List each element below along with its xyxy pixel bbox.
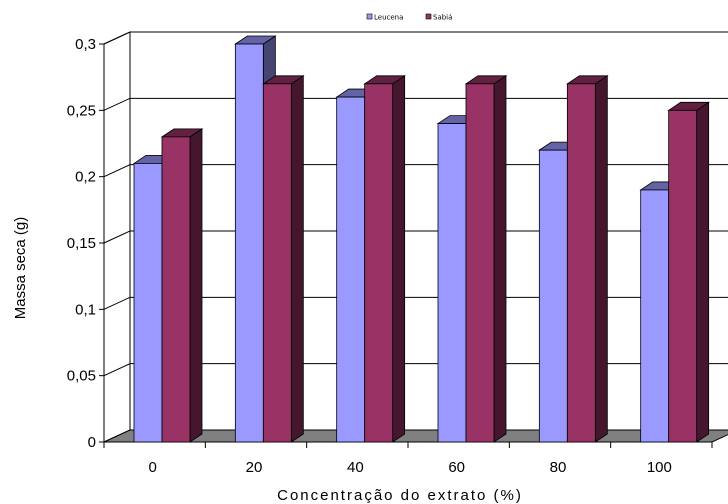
x-tick-label: 80 <box>550 459 567 476</box>
legend-swatch-leucena <box>366 13 373 20</box>
bar-sabi-60 <box>464 75 508 443</box>
legend-swatch-sabia <box>425 13 432 20</box>
x-tick-label: 0 <box>148 459 156 476</box>
y-tick-label: 0,1 <box>75 301 96 318</box>
bar-sabi-80 <box>566 75 609 443</box>
bar-sabi-100 <box>667 101 710 443</box>
y-tick-label: 0,05 <box>67 368 96 385</box>
bar-sabi-0 <box>160 128 204 443</box>
x-tick-label: 40 <box>347 459 364 476</box>
x-axis-title: Concentração do extrato (%) <box>277 487 523 504</box>
gridline <box>103 164 728 178</box>
x-tick-label: 20 <box>246 459 263 476</box>
bar-sabi-40 <box>363 75 406 443</box>
y-tick-label: 0,25 <box>67 102 96 119</box>
gridlines <box>103 31 728 377</box>
gridline <box>103 296 728 310</box>
x-tick-labels: 0 20 40 60 80 100 <box>148 459 671 476</box>
bar-sabi-20 <box>262 75 305 443</box>
y-tick-label: 0,2 <box>75 169 96 186</box>
gridline <box>103 230 728 244</box>
y-tick-label: 0,3 <box>75 36 96 53</box>
gridline <box>103 363 728 377</box>
y-tick-labels: 0 0,05 0,1 0,15 0,2 0,25 0,3 <box>67 36 96 451</box>
y-tick-label: 0,15 <box>67 235 96 252</box>
legend: Leucena Sabiá <box>366 13 452 22</box>
legend-label-sabia: Sabiá <box>433 14 452 22</box>
x-tick-label: 100 <box>647 459 672 476</box>
gridline <box>103 31 728 45</box>
bars <box>132 35 710 443</box>
legend-label-leucena: Leucena <box>374 14 403 22</box>
y-tick-label: 0 <box>88 434 96 451</box>
gridline <box>103 97 728 111</box>
y-axis-title: Massa seca (g) <box>12 217 29 320</box>
axes <box>99 43 713 448</box>
x-tick-label: 60 <box>448 459 465 476</box>
